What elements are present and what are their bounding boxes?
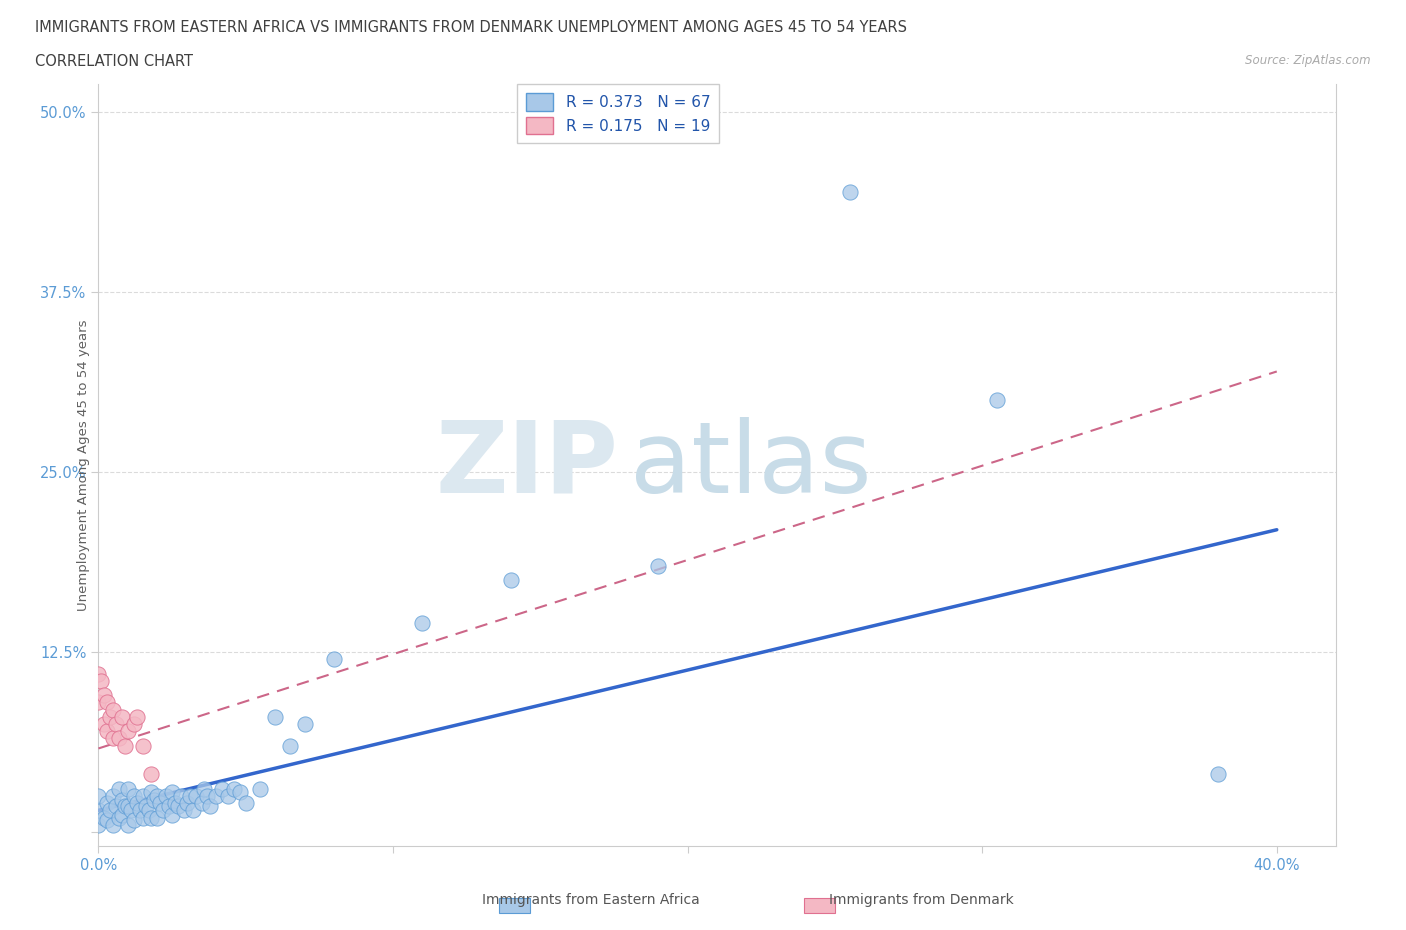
Point [101, 702, 124, 717]
Point [647, 558, 669, 573]
Point [117, 781, 139, 796]
Point [197, 789, 219, 804]
Point [131, 738, 153, 753]
Point [986, 392, 1008, 407]
Point [249, 781, 271, 796]
Point [170, 789, 193, 804]
Point [149, 796, 172, 811]
Point [108, 781, 131, 796]
Point [101, 789, 124, 804]
Point [176, 796, 198, 811]
Point [101, 731, 124, 746]
Point [838, 184, 860, 199]
Point [90, 673, 112, 688]
Point [111, 807, 134, 822]
Point [211, 781, 233, 796]
Text: Immigrants from Eastern Africa: Immigrants from Eastern Africa [482, 893, 699, 907]
Text: atlas: atlas [630, 417, 872, 513]
Point [114, 738, 136, 753]
Point [120, 803, 142, 817]
Point [278, 738, 301, 753]
Point [122, 789, 145, 804]
Point [1206, 767, 1229, 782]
Point [101, 817, 124, 832]
Point [96, 813, 118, 828]
Text: Source: ZipAtlas.com: Source: ZipAtlas.com [1246, 54, 1371, 67]
Point [135, 799, 157, 814]
Point [143, 792, 166, 807]
Point [105, 799, 128, 814]
Point [217, 789, 239, 804]
Point [96, 695, 118, 710]
Point [205, 789, 228, 804]
Point [111, 710, 134, 724]
Point [157, 799, 180, 814]
Point [105, 716, 128, 731]
Point [87, 817, 110, 832]
Point [141, 767, 163, 782]
Point [128, 803, 150, 817]
Point [193, 781, 215, 796]
Point [146, 789, 169, 804]
Point [173, 803, 195, 817]
Point [117, 724, 139, 738]
Point [411, 616, 433, 631]
Point [163, 796, 186, 811]
Point [96, 796, 118, 811]
Point [229, 784, 252, 799]
Point [87, 803, 110, 817]
Point [184, 789, 207, 804]
Point [125, 796, 148, 811]
Point [138, 803, 160, 817]
Point [93, 688, 115, 703]
Point [87, 789, 110, 804]
Point [93, 716, 115, 731]
Point [167, 799, 190, 814]
Point [155, 789, 177, 804]
Text: ZIP: ZIP [436, 417, 619, 513]
Point [264, 710, 287, 724]
Y-axis label: Unemployment Among Ages 45 to 54 years: Unemployment Among Ages 45 to 54 years [77, 319, 90, 611]
Point [131, 789, 153, 804]
Point [93, 810, 115, 825]
Text: Immigrants from Denmark: Immigrants from Denmark [828, 893, 1014, 907]
Point [122, 716, 145, 731]
Point [87, 695, 110, 710]
Point [160, 807, 183, 822]
Point [160, 784, 183, 799]
Point [122, 813, 145, 828]
Point [146, 810, 169, 825]
Point [181, 803, 204, 817]
Point [152, 803, 174, 817]
Point [190, 796, 212, 811]
Point [323, 652, 346, 667]
Point [141, 784, 163, 799]
Point [108, 810, 131, 825]
Point [111, 792, 134, 807]
Point [141, 810, 163, 825]
Text: IMMIGRANTS FROM EASTERN AFRICA VS IMMIGRANTS FROM DENMARK UNEMPLOYMENT AMONG AGE: IMMIGRANTS FROM EASTERN AFRICA VS IMMIGR… [35, 20, 907, 35]
Point [98, 710, 121, 724]
Point [131, 810, 153, 825]
Point [294, 716, 316, 731]
Text: CORRELATION CHART: CORRELATION CHART [35, 54, 193, 69]
Point [117, 817, 139, 832]
Point [96, 724, 118, 738]
Point [499, 573, 522, 588]
Point [179, 789, 201, 804]
Point [222, 781, 245, 796]
Point [117, 799, 139, 814]
Point [114, 799, 136, 814]
Point [125, 710, 148, 724]
Point [87, 666, 110, 681]
Point [200, 799, 222, 814]
Point [98, 803, 121, 817]
Point [235, 796, 257, 811]
Legend: R = 0.373   N = 67, R = 0.175   N = 19: R = 0.373 N = 67, R = 0.175 N = 19 [517, 84, 720, 143]
Point [108, 731, 131, 746]
